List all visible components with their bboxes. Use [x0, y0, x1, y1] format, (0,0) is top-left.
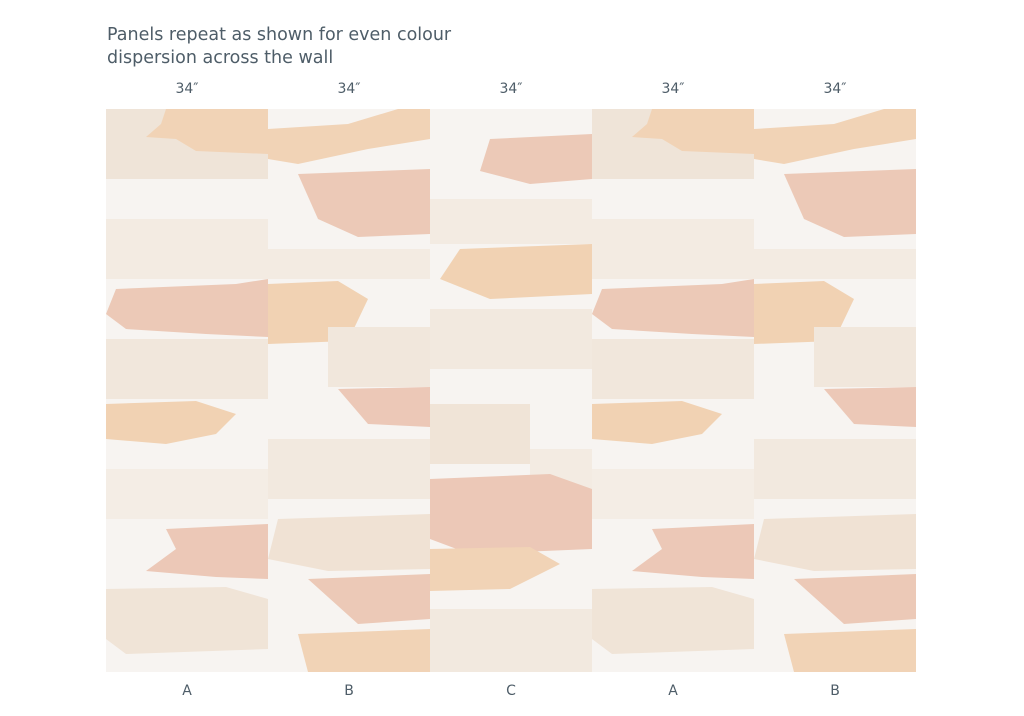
- panel: 34″ A: [592, 81, 754, 699]
- panel: 34″ A: [106, 81, 268, 699]
- panel: 34″ B: [754, 81, 916, 699]
- panel-width: 34″: [175, 81, 198, 97]
- panel: 34″ C: [430, 81, 592, 699]
- panel-pattern: [754, 109, 916, 672]
- panel: 34″ B: [268, 81, 430, 699]
- panel-width: 34″: [499, 81, 522, 97]
- heading-line: dispersion across the wall: [107, 48, 333, 68]
- panel-pattern: [592, 109, 754, 672]
- panel-width: 34″: [823, 81, 846, 97]
- panel-pattern: [430, 109, 592, 672]
- panel-label: B: [830, 683, 840, 699]
- panel-label: A: [668, 683, 678, 699]
- heading-line: Panels repeat as shown for even colour: [107, 25, 452, 45]
- panel-width: 34″: [661, 81, 684, 97]
- panel-label: B: [344, 683, 354, 699]
- panel-pattern: [268, 109, 430, 672]
- panel-label: C: [506, 683, 516, 699]
- panel-label: A: [182, 683, 192, 699]
- panel-pattern: [106, 109, 268, 672]
- panel-width: 34″: [337, 81, 360, 97]
